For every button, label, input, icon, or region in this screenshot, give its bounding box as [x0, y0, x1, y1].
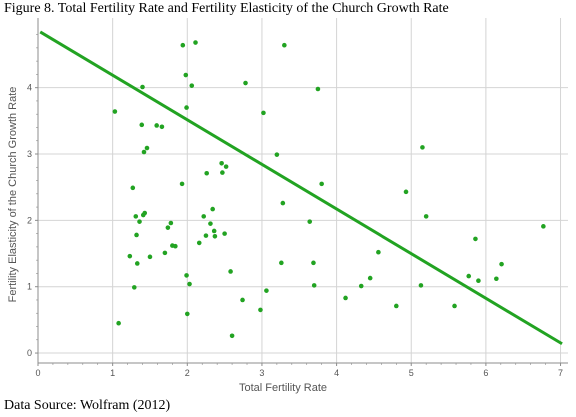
data-source-note: Data Source: Wolfram (2012) — [4, 398, 171, 413]
scatter-point — [210, 206, 215, 212]
x-tick-label: 3 — [259, 368, 264, 378]
scatter-point — [204, 170, 210, 176]
scatter-point — [376, 249, 381, 255]
scatter-point — [184, 105, 189, 110]
scatter-point — [180, 42, 186, 48]
scatter-point — [165, 225, 171, 230]
scatter-point — [466, 273, 472, 279]
scatter-point — [279, 260, 284, 266]
y-axis-label: Fertility Elasticity of the Church Growt… — [7, 87, 19, 303]
scatter-point — [127, 253, 133, 259]
scatter-point — [134, 261, 140, 266]
scatter-point — [274, 152, 280, 157]
scatter-point — [193, 40, 198, 45]
scatter-point — [203, 233, 209, 238]
scatter-point — [311, 260, 316, 266]
scatter-point — [473, 236, 478, 242]
scatter-point — [211, 228, 217, 234]
scatter-point — [173, 243, 178, 249]
scatter-point — [403, 189, 409, 195]
x-tick-label: 7 — [558, 368, 563, 378]
x-axis-label: Total Fertility Rate — [239, 382, 327, 394]
scatter-point — [189, 83, 195, 88]
figure-title: Figure 8. Total Fertility Rate and Ferti… — [4, 1, 449, 16]
scatter-point — [423, 214, 429, 219]
scatter-point — [133, 214, 139, 219]
scatter-point — [476, 278, 481, 284]
scatter-point — [228, 269, 233, 274]
scatter-point — [141, 149, 147, 155]
scatter-point — [168, 220, 174, 226]
x-tick-label: 2 — [185, 368, 190, 378]
scatter-point — [258, 307, 263, 313]
scatter-point — [315, 86, 321, 92]
scatter-point — [131, 285, 137, 290]
scatter-point — [208, 221, 213, 226]
scatter-point — [154, 123, 159, 128]
scatter-point — [499, 261, 504, 267]
tick-labels: 0 1 2 3 4 5 6 7 0 1 2 3 4 — [27, 83, 563, 378]
scatter-point — [280, 200, 286, 206]
y-tick-label: 3 — [27, 149, 32, 159]
scatter-point — [201, 214, 207, 219]
scatter-point — [139, 122, 145, 128]
scatter-point — [282, 42, 287, 48]
scatter-point — [264, 288, 269, 293]
scatter-point — [159, 124, 165, 130]
scatter-point — [137, 219, 142, 224]
scatter-point — [220, 170, 225, 175]
data-points — [112, 40, 546, 339]
scatter-point — [184, 311, 190, 317]
scatter-point — [240, 297, 245, 303]
scatter-point — [494, 276, 499, 282]
scatter-point — [147, 254, 153, 260]
scatter-point — [541, 224, 546, 229]
x-tick-label: 6 — [483, 368, 488, 378]
y-tick-label: 1 — [27, 282, 32, 292]
scatter-point — [187, 281, 192, 287]
trend-line — [39, 30, 563, 346]
scatter-point — [130, 185, 136, 191]
scatter-point — [196, 240, 202, 246]
scatter-point — [358, 283, 364, 289]
x-tick-label: 5 — [409, 368, 414, 378]
scatter-point — [179, 181, 185, 187]
scatter-point — [394, 303, 399, 309]
x-tick-label: 4 — [334, 368, 339, 378]
scatter-point — [229, 333, 235, 339]
scatter-point — [219, 160, 224, 166]
scatter-point — [222, 231, 227, 236]
scatter-point — [144, 145, 150, 151]
scatter-point — [261, 110, 266, 116]
scatter-point — [134, 232, 139, 238]
scatter-point — [367, 275, 373, 281]
grid-lines — [38, 18, 568, 363]
scatter-point — [140, 84, 145, 90]
scatter-point — [418, 283, 424, 288]
scatter-point — [452, 303, 457, 309]
x-tick-label: 1 — [110, 368, 115, 378]
scatter-point — [116, 320, 121, 326]
x-tick-label: 0 — [35, 368, 40, 378]
scatter-point — [420, 145, 425, 150]
scatter-point — [343, 295, 348, 301]
scatter-point — [183, 72, 189, 78]
scatter-point — [184, 273, 189, 278]
scatter-point — [162, 250, 168, 256]
scatter-point — [319, 181, 324, 187]
scatter-point — [112, 109, 118, 114]
scatter-point — [307, 219, 313, 224]
y-tick-label: 0 — [27, 348, 32, 358]
scatter-point — [223, 164, 229, 169]
y-tick-label: 4 — [27, 83, 32, 93]
scatter-point — [243, 80, 248, 86]
scatter-point — [212, 233, 218, 239]
axes — [35, 18, 568, 366]
scatter-point — [311, 283, 317, 288]
scatter-point — [142, 210, 148, 216]
y-tick-label: 2 — [27, 215, 32, 225]
